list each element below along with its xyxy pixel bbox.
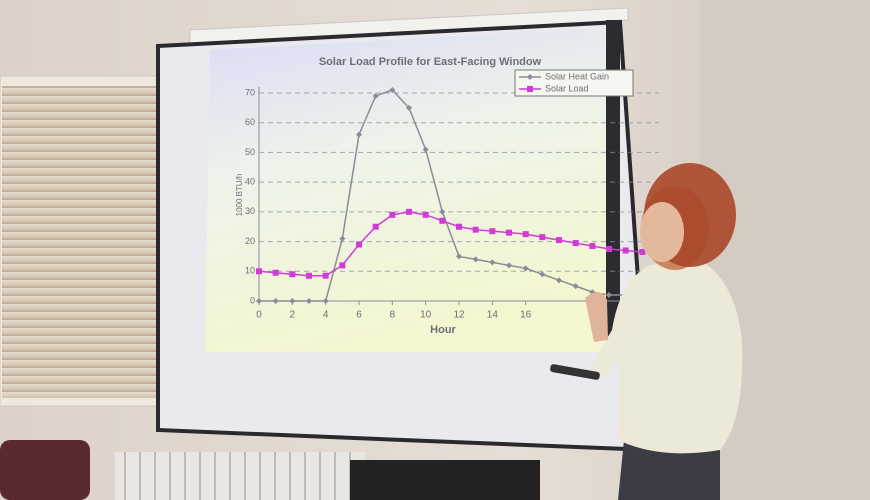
y-axis-label: 1000 BTU/h xyxy=(235,174,244,217)
point-marker xyxy=(472,226,479,233)
point-marker xyxy=(556,237,562,244)
point-marker xyxy=(339,235,346,242)
point-marker xyxy=(506,262,512,269)
point-marker xyxy=(356,241,362,248)
point-marker xyxy=(572,283,579,290)
chair xyxy=(0,440,90,500)
point-marker xyxy=(372,223,379,230)
point-marker xyxy=(539,271,546,278)
point-marker xyxy=(639,248,646,255)
point-marker xyxy=(406,208,412,215)
point-marker xyxy=(306,298,312,304)
legend-marker xyxy=(527,74,533,80)
x-tick-label: 6 xyxy=(356,310,362,321)
x-tick-label: 12 xyxy=(453,310,465,321)
point-marker xyxy=(256,298,262,304)
x-tick-label: 2 xyxy=(290,310,296,321)
point-marker xyxy=(422,211,429,218)
y-tick-label: 30 xyxy=(245,206,255,216)
x-tick-label: 14 xyxy=(487,310,499,321)
y-tick-label: 20 xyxy=(245,236,255,246)
y-tick-label: 0 xyxy=(250,295,255,305)
point-marker xyxy=(539,234,546,241)
point-marker xyxy=(356,131,362,138)
x-tick-label: 0 xyxy=(256,310,262,321)
point-marker xyxy=(322,272,329,279)
point-marker xyxy=(439,208,446,215)
point-marker xyxy=(439,217,446,224)
screen-edge xyxy=(606,20,620,350)
point-marker xyxy=(606,246,612,252)
point-marker xyxy=(506,229,512,236)
y-tick-label: 70 xyxy=(245,87,255,97)
radiator xyxy=(115,452,365,500)
point-marker xyxy=(256,268,262,275)
point-marker xyxy=(606,292,612,299)
x-tick-label: 10 xyxy=(420,310,432,321)
x-tick-label: 16 xyxy=(520,310,532,321)
y-tick-label: 50 xyxy=(245,147,255,157)
point-marker xyxy=(339,262,346,269)
point-marker xyxy=(556,277,562,284)
point-marker xyxy=(522,231,529,238)
monitor xyxy=(350,460,540,500)
point-marker xyxy=(472,256,479,263)
point-marker xyxy=(272,269,279,276)
point-marker xyxy=(456,223,462,230)
point-marker xyxy=(372,92,379,99)
window-blinds xyxy=(2,86,164,398)
chart: Solar Load Profile for East-Facing Windo… xyxy=(235,56,659,336)
point-marker xyxy=(622,247,629,254)
point-marker xyxy=(289,298,296,304)
point-marker xyxy=(322,298,329,304)
point-marker xyxy=(456,253,462,260)
x-axis-label: Hour xyxy=(430,324,456,336)
legend-box xyxy=(514,69,634,97)
point-marker xyxy=(522,265,529,272)
chart-title: Solar Load Profile for East-Facing Windo… xyxy=(319,56,542,68)
screen-case xyxy=(189,7,629,45)
point-marker xyxy=(489,259,496,266)
point-marker xyxy=(406,104,412,111)
point-marker xyxy=(389,211,396,218)
x-tick-label: 4 xyxy=(323,310,329,321)
legend-label: Solar Heat Gain xyxy=(545,71,609,81)
point-marker xyxy=(289,271,296,278)
point-marker xyxy=(489,228,496,235)
point-marker xyxy=(589,243,596,250)
point-marker xyxy=(389,87,396,94)
point-marker xyxy=(272,298,279,304)
point-marker xyxy=(306,272,312,279)
point-marker xyxy=(422,146,429,153)
x-tick-label: 8 xyxy=(390,310,396,321)
y-tick-label: 40 xyxy=(245,177,255,187)
legend-marker xyxy=(527,86,533,92)
y-tick-label: 10 xyxy=(245,266,255,276)
presenter xyxy=(550,163,743,500)
point-marker xyxy=(572,240,579,247)
legend-label: Solar Load xyxy=(545,83,589,93)
y-tick-label: 60 xyxy=(245,117,255,127)
